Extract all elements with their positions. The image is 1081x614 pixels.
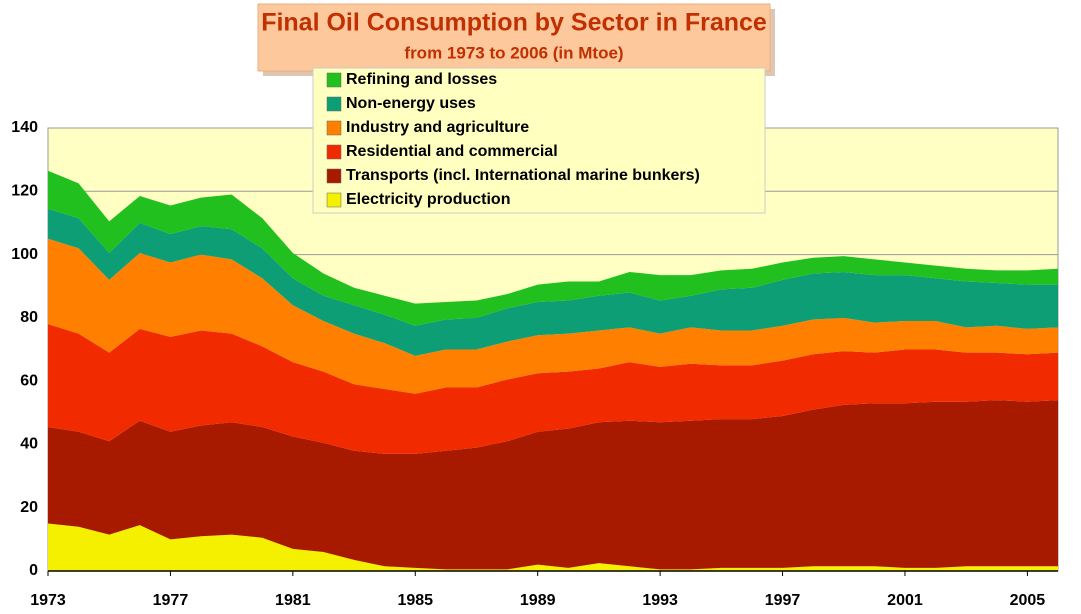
legend-swatch [326, 144, 342, 160]
x-tick-label: 1973 [30, 592, 66, 609]
y-tick-label: 100 [11, 246, 38, 263]
area [48, 400, 1058, 570]
area [48, 324, 1058, 454]
y-tick-label: 120 [11, 183, 38, 200]
legend-box [312, 67, 766, 214]
legend-swatch [326, 192, 342, 208]
x-tick-label: 1985 [397, 592, 433, 609]
area [48, 208, 1058, 356]
title-box [257, 3, 771, 72]
legend-swatch [326, 168, 342, 184]
legend-label: Electricity production [346, 191, 510, 208]
x-tick-label: 2001 [887, 592, 923, 609]
y-tick-label: 40 [20, 436, 38, 453]
y-tick-label: 60 [20, 372, 38, 389]
legend-swatch [326, 96, 342, 112]
chart-subtitle: from 1973 to 2006 (in Mtoe) [404, 43, 623, 62]
x-tick-label: 2005 [1010, 592, 1046, 609]
chart-title: Final Oil Consumption by Sector in Franc… [261, 9, 767, 37]
area [48, 523, 1058, 571]
area [48, 170, 1058, 326]
x-tick-label: 1977 [153, 592, 189, 609]
x-tick-label: 1989 [520, 592, 556, 609]
y-tick-label: 80 [20, 309, 38, 326]
legend-label: Industry and agriculture [346, 119, 529, 136]
x-tick-label: 1997 [765, 592, 801, 609]
legend-label: Non-energy uses [346, 95, 476, 112]
y-tick-label: 140 [11, 119, 38, 136]
x-tick-label: 1993 [642, 592, 678, 609]
legend-label: Residential and commercial [346, 143, 558, 160]
legend-label: Refining and losses [346, 71, 497, 88]
legend-label: Transports (incl. International marine b… [346, 167, 700, 184]
y-tick-label: 0 [29, 562, 38, 579]
y-tick-label: 20 [20, 499, 38, 516]
legend-swatch [326, 72, 342, 88]
legend-swatch [326, 120, 342, 136]
x-tick-label: 1981 [275, 592, 311, 609]
area [48, 238, 1058, 394]
